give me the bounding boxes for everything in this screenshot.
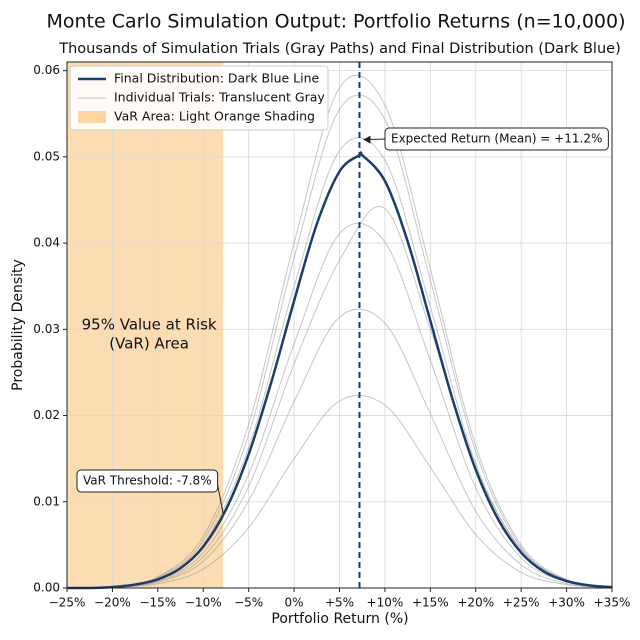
annotation-text: VaR Threshold: -7.8% [83,474,212,488]
y-tick-label: 0.03 [33,322,60,336]
annotation-box [76,469,219,493]
x-tick-label: +30% [548,596,585,610]
legend-box [69,65,329,131]
distribution-line [66,151,613,590]
x-tick-label: +5% [325,596,354,610]
annotation-arrow [217,484,224,514]
annotation-text: Expected Return (Mean) = +11.2% [391,132,602,146]
x-tick-label: −15% [139,596,176,610]
y-tick-label: 0.04 [33,236,60,250]
y-axis-label: Probability Density [10,259,26,391]
annotation: Expected Return (Mean) = +11.2% [384,127,609,151]
x-tick-label: +15% [412,596,449,610]
x-tick-label: −25% [49,596,86,610]
var-area-label: 95% Value at Risk [82,316,217,334]
x-axis-label: Portfolio Return (%) [271,611,408,627]
plot-frame [66,61,613,589]
y-tick-label: 0.01 [33,494,60,508]
arrow-head [363,135,371,144]
annotation: VaR Threshold: -7.8% [76,469,219,493]
y-tick-label: 0.00 [33,581,60,595]
trial-path [66,308,613,589]
trial-path [66,394,613,589]
var-area [67,62,224,588]
y-tick-label: 0.06 [33,63,60,77]
legend-label: VaR Area: Light Orange Shading [114,109,315,124]
x-tick-label: +10% [367,596,404,610]
y-tick-label: 0.05 [33,149,60,163]
x-tick-label: 0% [285,596,304,610]
x-tick-label: −20% [94,596,131,610]
trial-path [66,74,613,589]
legend-swatch [78,111,106,123]
x-tick-label: +20% [457,596,494,610]
chart-subtitle: Thousands of Simulation Trials (Gray Pat… [58,41,620,57]
legend-label: Final Distribution: Dark Blue Line [114,71,320,86]
var-area-label: (VaR) Area [109,335,189,353]
x-tick-label: +35% [594,596,631,610]
trial-path [66,222,613,589]
y-tick-label: 0.02 [33,408,60,422]
trial-path [66,94,613,589]
chart-title: Monte Carlo Simulation Output: Portfolio… [46,11,625,33]
x-tick-label: −5% [234,596,263,610]
x-tick-label: −10% [185,596,222,610]
legend-label: Individual Trials: Translucent Gray [114,90,325,105]
trial-path [66,206,613,589]
x-tick-label: +25% [503,596,540,610]
